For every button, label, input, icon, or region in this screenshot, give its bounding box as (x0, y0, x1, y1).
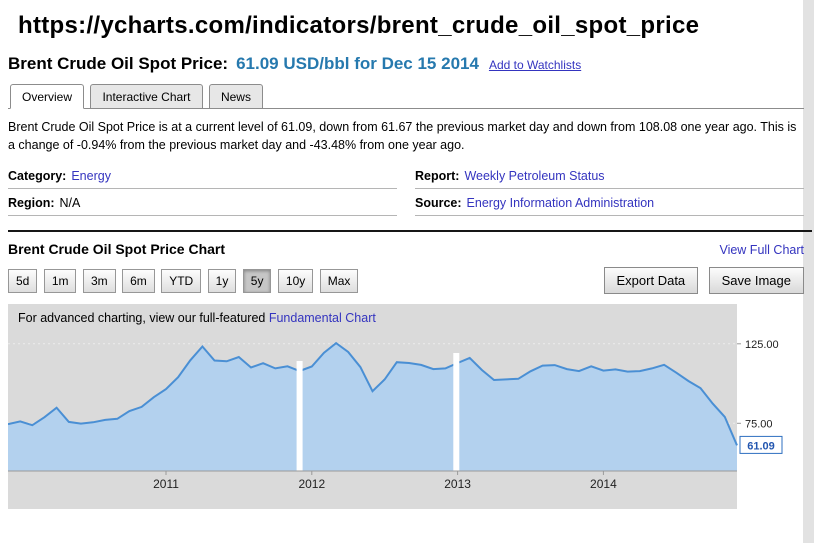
save-image-button[interactable]: Save Image (708, 267, 804, 295)
page: https://ycharts.com/indicators/brent_cru… (7, 12, 814, 510)
source-value-link[interactable]: Energy Information Administration (466, 196, 655, 211)
chart-toolbar: 5d 1m 3m 6m YTD 1y 5y 10y Max Export Dat… (8, 267, 804, 295)
indicator-headline: Brent Crude Oil Spot Price: 61.09 USD/bb… (8, 54, 814, 74)
export-data-button[interactable]: Export Data (603, 267, 699, 295)
range-1y[interactable]: 1y (207, 268, 237, 293)
svg-text:2011: 2011 (153, 477, 179, 491)
svg-text:61.09: 61.09 (747, 441, 775, 453)
indicator-current-value: 61.09 USD/bbl for Dec 15 2014 (236, 54, 479, 73)
add-to-watchlists-link[interactable]: Add to Watchlists (488, 58, 582, 72)
fundamental-chart-link[interactable]: Fundamental Chart (268, 311, 376, 326)
tab-overview[interactable]: Overview (10, 84, 85, 109)
section-divider (8, 230, 812, 233)
info-row-report: Report: Weekly Petroleum Status (415, 162, 804, 190)
view-full-chart-link[interactable]: View Full Chart (719, 243, 804, 258)
url-heading: https://ycharts.com/indicators/brent_cru… (18, 12, 700, 39)
svg-text:2012: 2012 (298, 477, 325, 491)
tab-strip: Overview Interactive Chart News (8, 84, 804, 109)
range-ytd[interactable]: YTD (161, 268, 202, 293)
category-value-link[interactable]: Energy (71, 169, 111, 184)
price-chart-container: For advanced charting, view our full-fea… (7, 304, 804, 510)
range-10y[interactable]: 10y (277, 268, 314, 293)
info-row-category: Category: Energy (8, 162, 397, 190)
range-5d[interactable]: 5d (8, 268, 38, 293)
chart-section-title: Brent Crude Oil Spot Price Chart (8, 241, 226, 258)
range-6m[interactable]: 6m (122, 268, 155, 293)
range-3m[interactable]: 3m (82, 268, 116, 293)
range-1m[interactable]: 1m (43, 268, 77, 293)
info-row-region: Region: N/A (8, 189, 397, 217)
tab-interactive-chart[interactable]: Interactive Chart (90, 84, 203, 109)
svg-text:2013: 2013 (444, 477, 471, 491)
window-edge (803, 0, 814, 543)
tab-news[interactable]: News (208, 84, 263, 109)
source-label: Source: (415, 196, 462, 211)
svg-text:125.00: 125.00 (745, 339, 779, 351)
chart-header: Brent Crude Oil Spot Price Chart View Fu… (8, 241, 804, 257)
report-value-link[interactable]: Weekly Petroleum Status (464, 169, 605, 184)
report-label: Report: (415, 169, 460, 184)
chart-notice-text: For advanced charting, view our full-fea… (18, 311, 269, 326)
info-row-source: Source: Energy Information Administration (415, 189, 804, 217)
indicator-summary: Brent Crude Oil Spot Price is at a curre… (8, 120, 797, 153)
range-5y[interactable]: 5y (242, 268, 272, 293)
region-label: Region: (8, 196, 55, 211)
svg-text:2014: 2014 (590, 477, 617, 491)
range-button-group: 5d 1m 3m 6m YTD 1y 5y 10y Max (8, 268, 360, 293)
svg-text:75.00: 75.00 (745, 419, 773, 431)
range-max[interactable]: Max (319, 268, 359, 293)
indicator-title: Brent Crude Oil Spot Price: (8, 54, 229, 73)
chart-action-group: Export Data Save Image (598, 267, 804, 295)
category-label: Category: (8, 169, 67, 184)
info-grid: Category: Energy Report: Weekly Petroleum … (8, 162, 804, 217)
region-value: N/A (59, 196, 81, 211)
price-chart: 2011 2012 2013 2014 125.00 75.00 61.09 (7, 304, 783, 510)
chart-notice: For advanced charting, view our full-fea… (18, 311, 376, 325)
